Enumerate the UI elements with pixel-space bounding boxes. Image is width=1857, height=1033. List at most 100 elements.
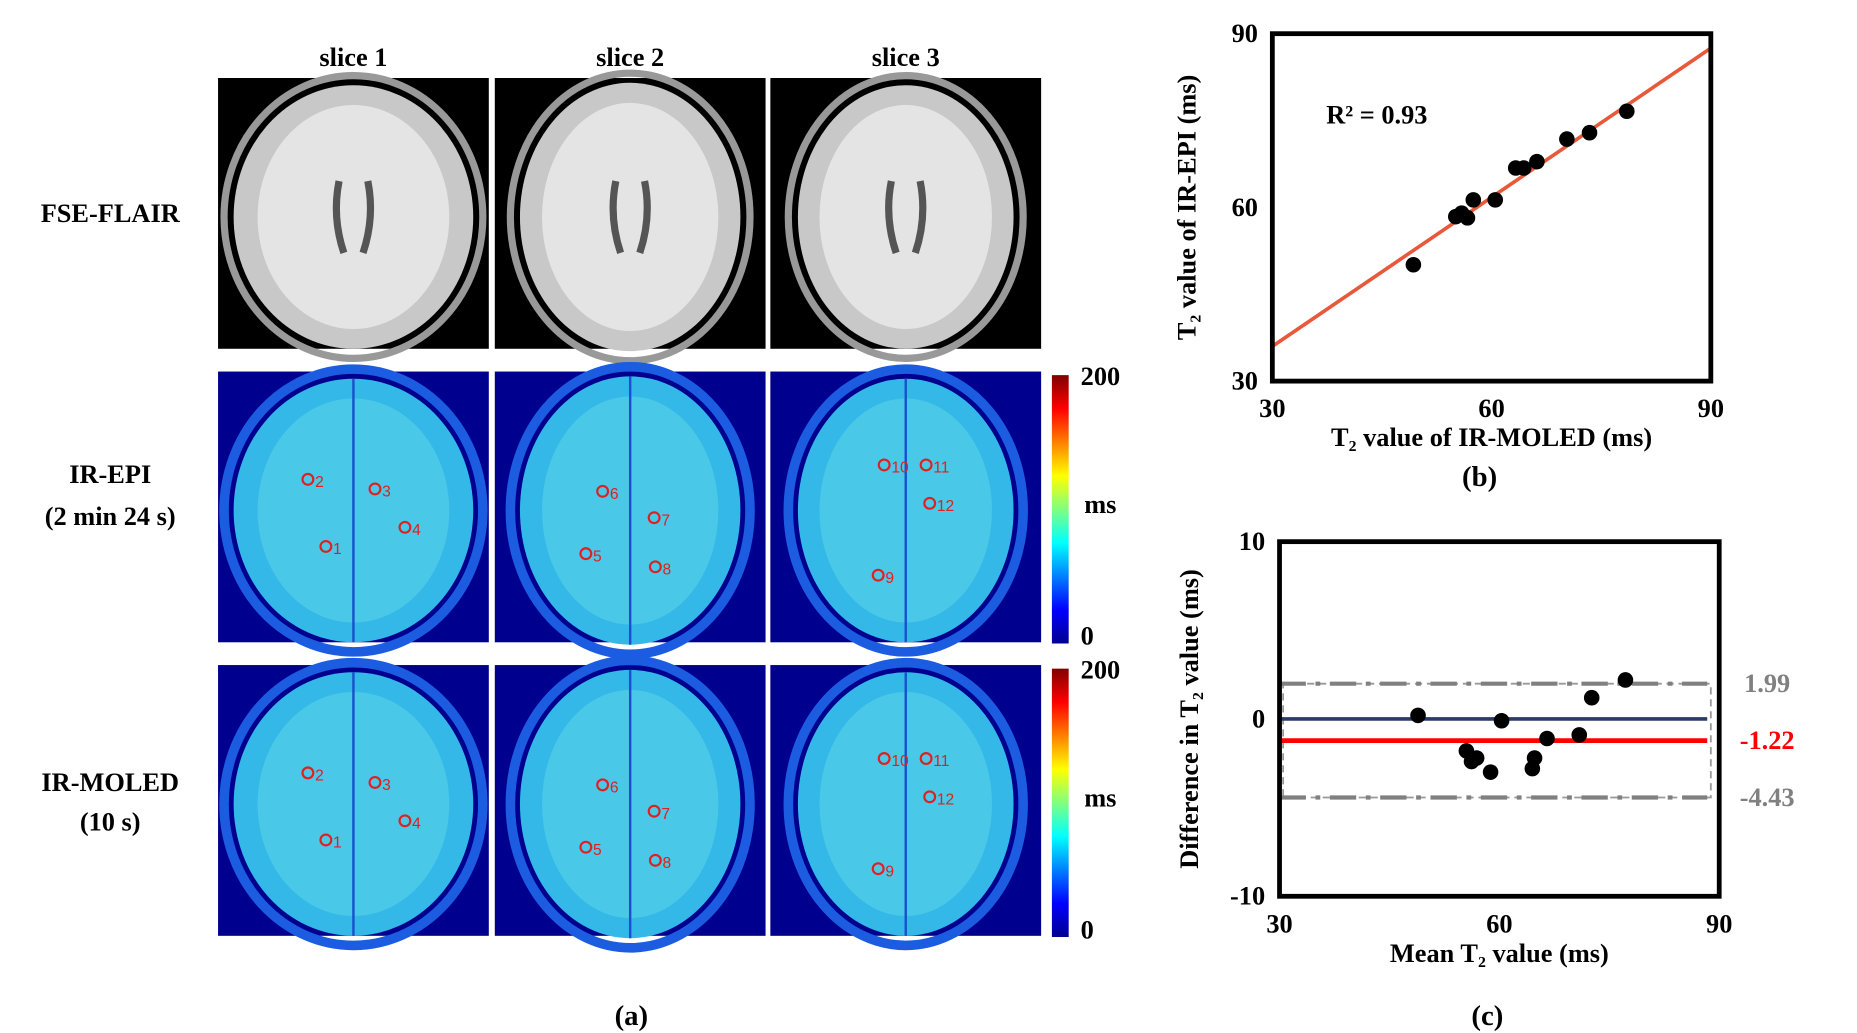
row-label: IR-EPI <box>69 460 151 489</box>
y-tick-label: 60 <box>1232 193 1258 222</box>
row-label: IR-MOLED <box>41 768 179 797</box>
x-tick-label: 30 <box>1259 394 1285 423</box>
skull <box>784 72 1027 362</box>
colorbar-label: ms <box>1084 783 1116 812</box>
ventricle <box>332 180 375 255</box>
brain-inner <box>257 104 450 330</box>
roi-label: 8 <box>663 562 672 579</box>
colorbar-tick-label: 200 <box>1081 362 1121 391</box>
roi-marker <box>301 472 315 486</box>
point <box>1405 256 1422 273</box>
limit-label: 1.99 <box>1744 669 1790 698</box>
point <box>1459 210 1476 226</box>
row-label: (2 min 24 s) <box>45 502 176 531</box>
roi-marker <box>648 853 662 867</box>
roi-label: 5 <box>593 548 602 565</box>
roi-label: 11 <box>933 753 949 770</box>
skull <box>219 364 488 657</box>
skull <box>783 364 1028 657</box>
x-tick-label: 30 <box>1266 909 1292 938</box>
point <box>1559 131 1575 147</box>
point <box>1468 750 1485 766</box>
roi-label: 10 <box>891 753 909 770</box>
roi-marker <box>596 778 610 792</box>
point <box>1583 689 1600 706</box>
roi-marker <box>368 776 382 789</box>
x-axis-label: Mean T₂ value (ms) <box>1390 939 1609 968</box>
y-tick-label: 0 <box>1252 704 1265 733</box>
point <box>1619 103 1635 120</box>
roi-marker <box>648 560 662 574</box>
roi-label: 2 <box>315 768 324 785</box>
panel-caption: (a) <box>615 1000 649 1032</box>
point <box>1482 764 1499 780</box>
x-tick-label: 60 <box>1486 909 1512 938</box>
roi-marker <box>301 766 315 780</box>
ventricle <box>609 180 651 255</box>
skull <box>219 657 488 951</box>
point <box>1410 707 1426 724</box>
point <box>1515 160 1532 176</box>
point <box>1487 192 1504 208</box>
point <box>1493 712 1510 729</box>
roi-label: 3 <box>382 484 391 501</box>
colorbar-label: ms <box>1084 490 1116 519</box>
brain-inner <box>542 102 719 332</box>
annotation: R² = 0.93 <box>1326 101 1427 130</box>
skull <box>506 69 754 365</box>
point <box>1526 750 1543 766</box>
roi-marker <box>398 814 412 828</box>
row-label: FSE-FLAIR <box>41 199 181 228</box>
y-axis-label: Difference in T₂ value (ms) <box>1175 569 1204 869</box>
roi-marker <box>877 752 891 765</box>
x-tick-label: 90 <box>1698 394 1724 423</box>
point <box>1617 672 1634 688</box>
roi-marker <box>877 458 891 472</box>
roi-marker <box>871 568 885 582</box>
ventricle <box>885 180 927 255</box>
limit-label: -4.43 <box>1740 783 1795 812</box>
roi-marker <box>647 804 661 818</box>
roi-label: 6 <box>610 486 619 503</box>
colorbar <box>1051 375 1069 644</box>
y-tick-label: 10 <box>1239 527 1265 556</box>
roi-label: 3 <box>382 777 391 794</box>
roi-label: 12 <box>937 498 954 515</box>
roi-marker <box>596 484 610 498</box>
roi-marker <box>319 539 333 553</box>
roi-label: 9 <box>885 863 894 880</box>
point <box>1571 727 1588 743</box>
roi-marker <box>368 482 382 496</box>
roi-label: 2 <box>315 474 324 491</box>
limit-label: -1.22 <box>1740 726 1795 755</box>
column-label: slice 1 <box>319 43 387 72</box>
x-tick-label: 60 <box>1478 394 1504 423</box>
brain-inner <box>819 104 992 330</box>
roi-marker <box>647 511 661 525</box>
y-tick-label: 90 <box>1232 19 1258 48</box>
plot-frame <box>1277 539 1722 899</box>
roi-label: 1 <box>333 541 342 558</box>
roi-label: 7 <box>661 512 670 529</box>
roi-marker <box>923 790 937 804</box>
roi-label: 11 <box>933 460 949 477</box>
skull <box>220 72 487 362</box>
panel-caption: (c) <box>1471 1000 1503 1032</box>
roi-marker <box>919 752 933 765</box>
skull <box>505 361 755 660</box>
roi-label: 4 <box>412 816 421 833</box>
column-label: slice 2 <box>596 43 664 72</box>
y-axis-label: T₂ value of IR-EPI (ms) <box>1173 75 1202 340</box>
x-axis-label: T₂ value of IR-MOLED (ms) <box>1331 423 1652 452</box>
y-tick-label: 30 <box>1232 367 1258 396</box>
roi-marker <box>579 840 593 854</box>
roi-label: 6 <box>610 780 619 797</box>
roi-label: 9 <box>885 570 894 587</box>
roi-label: 5 <box>593 842 602 859</box>
roi-label: 10 <box>891 460 909 477</box>
colorbar-tick-label: 200 <box>1081 655 1121 684</box>
plot-frame <box>1269 31 1714 384</box>
colorbar <box>1051 668 1069 938</box>
roi-label: 4 <box>412 522 421 539</box>
